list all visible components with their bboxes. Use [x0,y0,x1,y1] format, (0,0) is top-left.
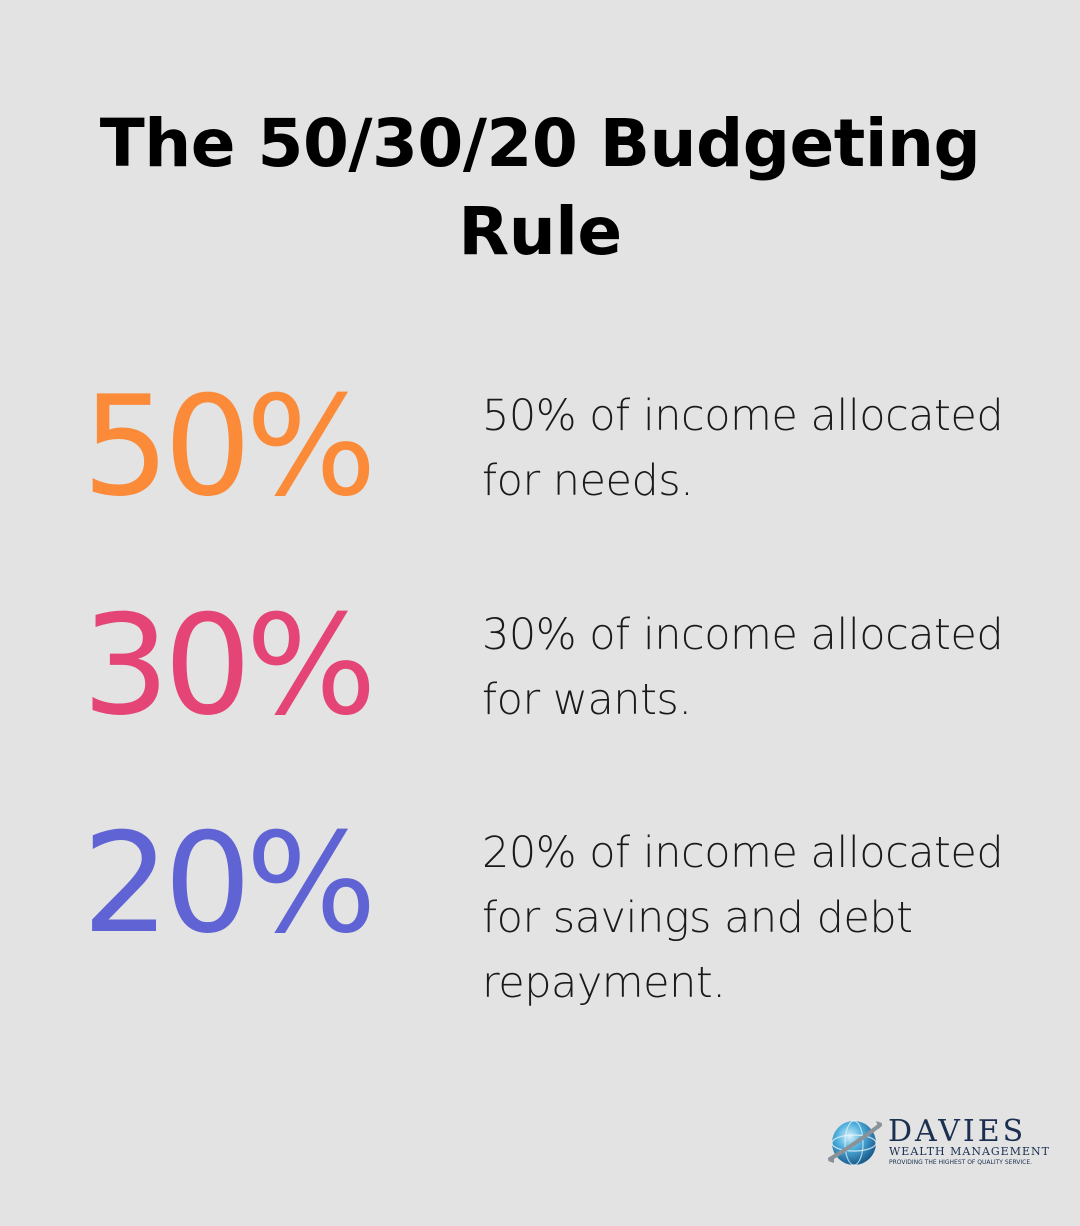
stat-value: 50% [82,366,377,527]
globe-icon [828,1120,882,1166]
stat-value: 20% [82,803,377,964]
logo-subtitle: WEALTH MANAGEMENT [889,1145,1050,1158]
logo-tagline: PROVIDING THE HIGHEST OF QUALITY SERVICE… [889,1159,1033,1166]
stat-description: 20% of income allocated for savings and … [482,828,1004,1008]
logo-name: DAVIES [888,1114,1027,1149]
page-title: The 50/30/20 Budgeting Rule [99,105,981,270]
company-logo: DAVIES WEALTH MANAGEMENT PROVIDING THE H… [826,1113,1049,1173]
stat-description: 30% of income allocated for wants. [482,610,1004,725]
stat-value: 30% [82,585,377,746]
stat-description: 50% of income allocated for needs. [482,391,1004,506]
